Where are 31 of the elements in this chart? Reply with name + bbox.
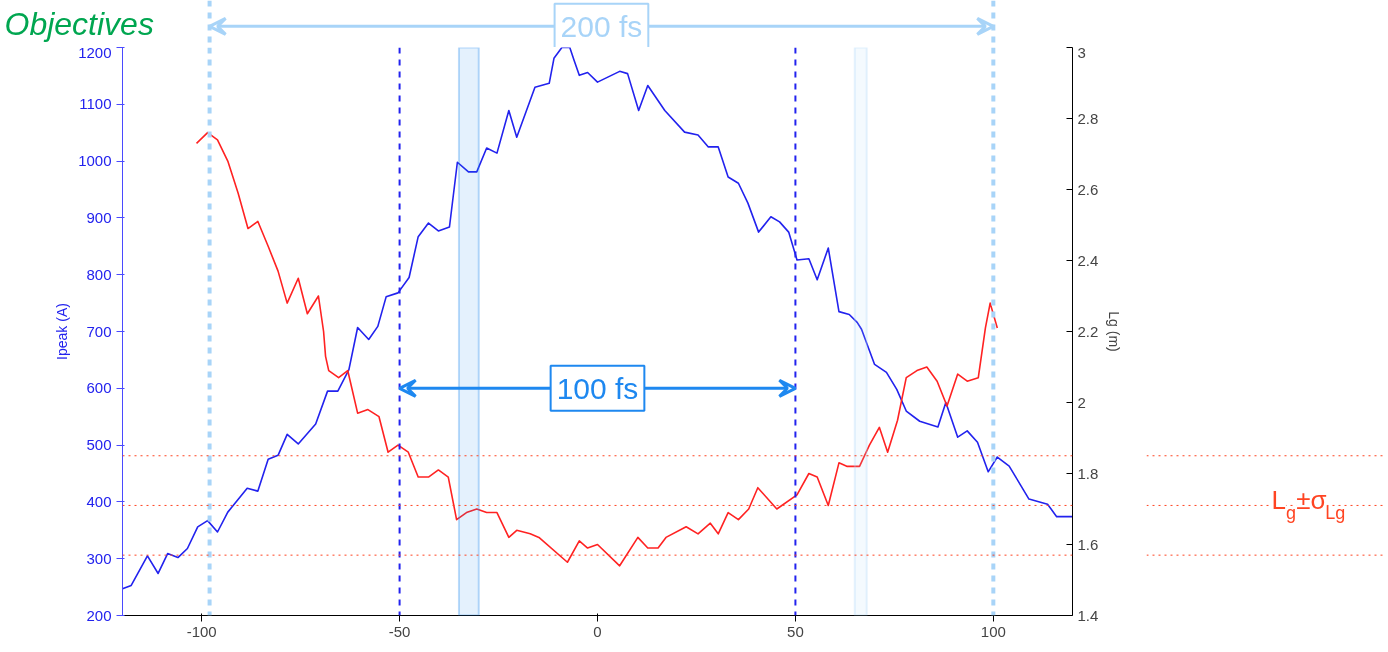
- y2-tick-label: 1.4: [1077, 606, 1099, 624]
- y2-tick-label: 2.8: [1077, 109, 1099, 127]
- x-tick-label: -100: [186, 622, 217, 640]
- y2-tick-label: 1.6: [1077, 535, 1099, 553]
- y-tick-label: 1000: [78, 152, 112, 170]
- y-tick-label: 800: [86, 265, 112, 283]
- y-tick-label: 700: [86, 322, 112, 340]
- y2-tick-label: 1.8: [1077, 464, 1099, 482]
- y2-tick-label: 2: [1077, 393, 1086, 411]
- y-tick-label: 200: [86, 606, 112, 624]
- x-tick-label: 50: [787, 622, 804, 640]
- y-tick-label: 600: [86, 379, 112, 397]
- x-tick-label: 100: [980, 622, 1006, 640]
- text: 200 fs: [560, 9, 643, 43]
- y-axis-title: Ipeak (A): [54, 303, 71, 360]
- y-tick-label: 500: [86, 436, 112, 454]
- y-tick-label: 900: [86, 208, 112, 226]
- y-tick-label: 1100: [79, 95, 112, 113]
- annotation: 100 fs: [556, 371, 639, 405]
- y2-axis-title: Lg (m): [1106, 311, 1123, 352]
- y-tick-label: 1200: [78, 43, 112, 61]
- x-tick-label: 0: [593, 622, 602, 640]
- x-tick-label: -50: [388, 622, 411, 640]
- line-series: [195, 131, 999, 567]
- y2-tick-label: 2.4: [1077, 251, 1099, 269]
- y2-tick-label: 2.6: [1077, 180, 1099, 198]
- y-tick-label: 400: [86, 492, 112, 510]
- y-tick-label: 300: [86, 549, 112, 567]
- y2-tick-label: 2.2: [1077, 322, 1099, 340]
- chart-title: Objectives: [4, 5, 154, 42]
- y2-tick-label: 3: [1077, 43, 1086, 61]
